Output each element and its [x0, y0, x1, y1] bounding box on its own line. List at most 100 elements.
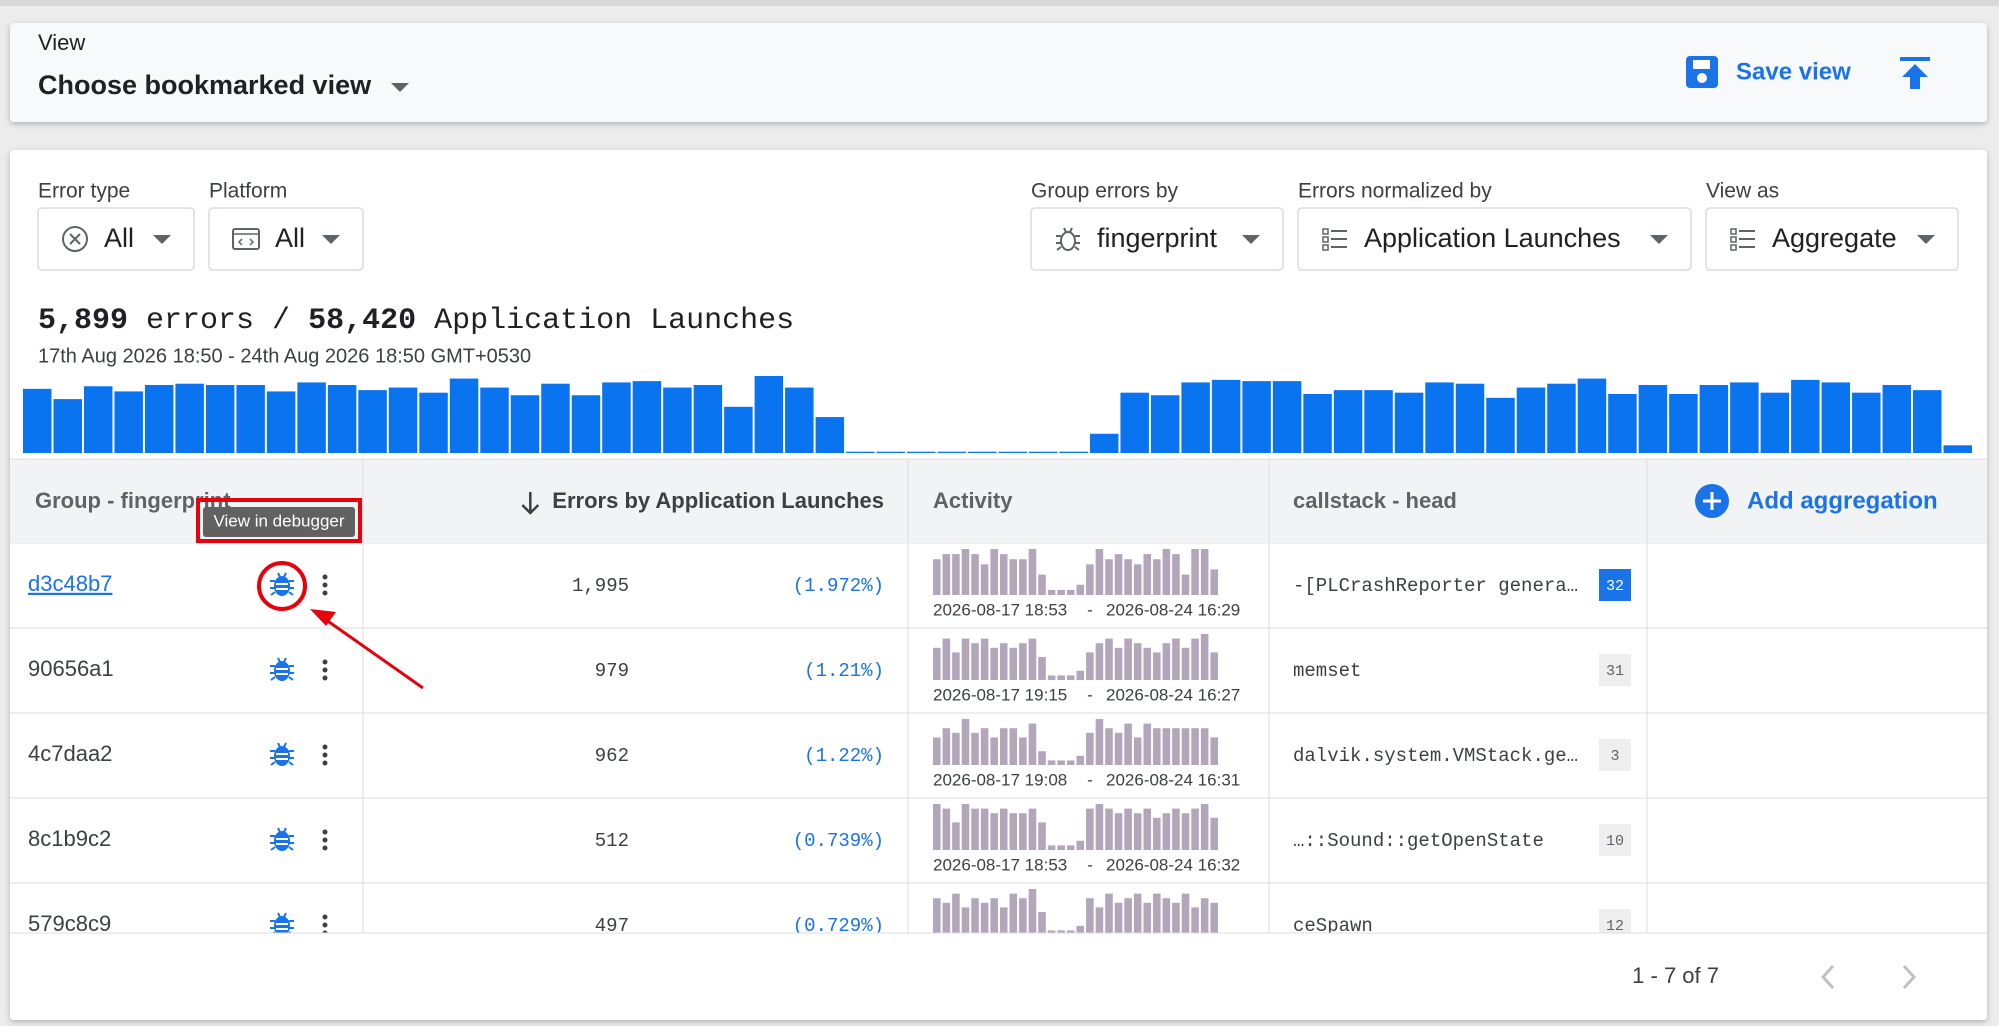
kebab-dot	[322, 760, 328, 766]
prev-page[interactable]	[1820, 964, 1835, 990]
activity-bar	[1153, 559, 1161, 595]
add-aggregation[interactable]: Add aggregation	[1695, 484, 1938, 518]
dropdown[interactable]: fingerprint	[1030, 207, 1284, 271]
more-button[interactable]	[322, 659, 328, 681]
histogram-bar	[236, 384, 265, 453]
activity-bar	[1114, 732, 1123, 765]
histogram-bar	[53, 399, 82, 453]
list-icon	[1730, 244, 1737, 251]
dropdown-value[interactable]: Aggregate	[1772, 223, 1897, 253]
group-id[interactable]: d3c48b7	[28, 571, 112, 596]
activity-bar	[1076, 584, 1085, 595]
activity-bar	[1172, 638, 1180, 680]
histogram-bar	[1120, 392, 1149, 453]
activity-bar	[1009, 647, 1018, 680]
activity-bar	[1057, 675, 1065, 680]
activity-bar	[1210, 569, 1218, 595]
activity-bar	[942, 808, 951, 850]
histogram-bar	[968, 451, 997, 453]
histogram-bar	[480, 387, 509, 453]
dropdown-value[interactable]: All	[275, 223, 305, 253]
debug-button[interactable]	[270, 742, 294, 766]
save-text[interactable]: Save view	[1736, 58, 1851, 85]
date-separator: -	[1087, 600, 1093, 619]
kebab-dot	[322, 744, 328, 750]
more-button[interactable]	[322, 744, 328, 766]
activity-bar	[990, 737, 998, 765]
activity-bar	[1133, 643, 1142, 680]
error-share: (0.729%)	[793, 915, 884, 937]
kebab-dot	[322, 837, 328, 843]
badge	[1599, 824, 1631, 856]
histogram-bar	[937, 451, 967, 453]
callstack: dalvik.system.VMStack.ge…	[1293, 745, 1578, 767]
histogram-bar	[1303, 393, 1332, 453]
activity-bar	[1210, 737, 1218, 765]
activity-bar	[1162, 643, 1171, 680]
bug-legs	[270, 827, 294, 851]
dropdown[interactable]: All	[37, 207, 195, 271]
caret	[1650, 235, 1668, 244]
caret[interactable]	[391, 83, 409, 92]
activity-bar	[1038, 751, 1046, 765]
histogram-bar	[83, 386, 113, 453]
bug-icon	[1060, 231, 1076, 251]
activity-bar	[1143, 808, 1152, 850]
scroll-top-button[interactable]	[1900, 57, 1930, 89]
debug-button[interactable]	[270, 827, 294, 851]
error-share: (1.972%)	[793, 575, 884, 597]
sort-arrow	[521, 492, 540, 515]
activity-bar	[971, 643, 979, 680]
dropdown-value[interactable]: All	[104, 223, 134, 253]
bug-icon	[274, 746, 290, 766]
activity-bar	[1124, 898, 1132, 933]
save-button[interactable]: Save view	[1686, 56, 1851, 88]
more-button[interactable]	[322, 574, 328, 596]
badge-text: 32	[1606, 578, 1624, 595]
dropdown[interactable]: Aggregate	[1705, 207, 1959, 271]
list-icon	[1730, 236, 1737, 243]
activity-bar	[1210, 902, 1218, 933]
top-edge	[0, 0, 1999, 6]
activity-bar	[1191, 728, 1199, 765]
activity-bar	[1153, 652, 1161, 680]
histogram-bar	[1211, 379, 1241, 453]
more-button[interactable]	[322, 914, 328, 936]
activity-bar	[1172, 808, 1180, 850]
kebab-dot	[322, 845, 328, 851]
activity-bar	[1114, 813, 1123, 850]
activity-bar	[1076, 670, 1085, 680]
activity-bar	[1200, 898, 1209, 933]
activity-bar	[1038, 822, 1046, 850]
histogram-bar	[1608, 393, 1637, 453]
list-icon	[1322, 236, 1329, 243]
column-header[interactable]: Errors by Application Launches	[552, 488, 884, 513]
view-select[interactable]: Choose bookmarked view	[38, 70, 372, 100]
dropdown[interactable]: Application Launches	[1297, 207, 1692, 271]
filter-label: Platform	[209, 180, 287, 203]
debug-button[interactable]	[270, 572, 294, 596]
activity-bar	[1066, 845, 1075, 850]
activity-bar	[1124, 638, 1132, 680]
activity-bar	[999, 643, 1008, 680]
main-card	[10, 150, 1987, 1020]
caret	[1917, 235, 1935, 244]
activity-bar	[1076, 840, 1085, 850]
activity-bar	[1143, 902, 1152, 933]
histogram-bar	[998, 451, 1027, 453]
last-seen: 2026-08-24 16:27	[1106, 685, 1240, 704]
add-aggregation-text[interactable]: Add aggregation	[1747, 487, 1938, 514]
dropdown[interactable]: All	[208, 207, 364, 271]
next-page[interactable]	[1902, 964, 1917, 990]
histogram-bar	[1852, 392, 1881, 453]
debug-button[interactable]	[270, 912, 294, 935]
caret	[1242, 235, 1260, 244]
activity-bar	[1105, 808, 1113, 850]
more-button[interactable]	[322, 829, 328, 851]
dropdown-value[interactable]: fingerprint	[1097, 223, 1218, 253]
kebab-dot	[322, 922, 328, 928]
dropdown-value[interactable]: Application Launches	[1364, 223, 1621, 253]
debug-button[interactable]	[270, 657, 294, 681]
activity-bar	[961, 719, 970, 765]
activity-bar	[942, 554, 951, 595]
